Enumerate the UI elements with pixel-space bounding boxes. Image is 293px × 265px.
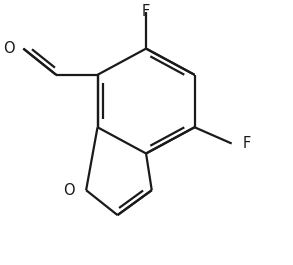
Text: F: F [142,5,150,19]
Text: F: F [243,136,251,151]
Text: O: O [3,41,15,56]
Text: O: O [63,183,75,198]
